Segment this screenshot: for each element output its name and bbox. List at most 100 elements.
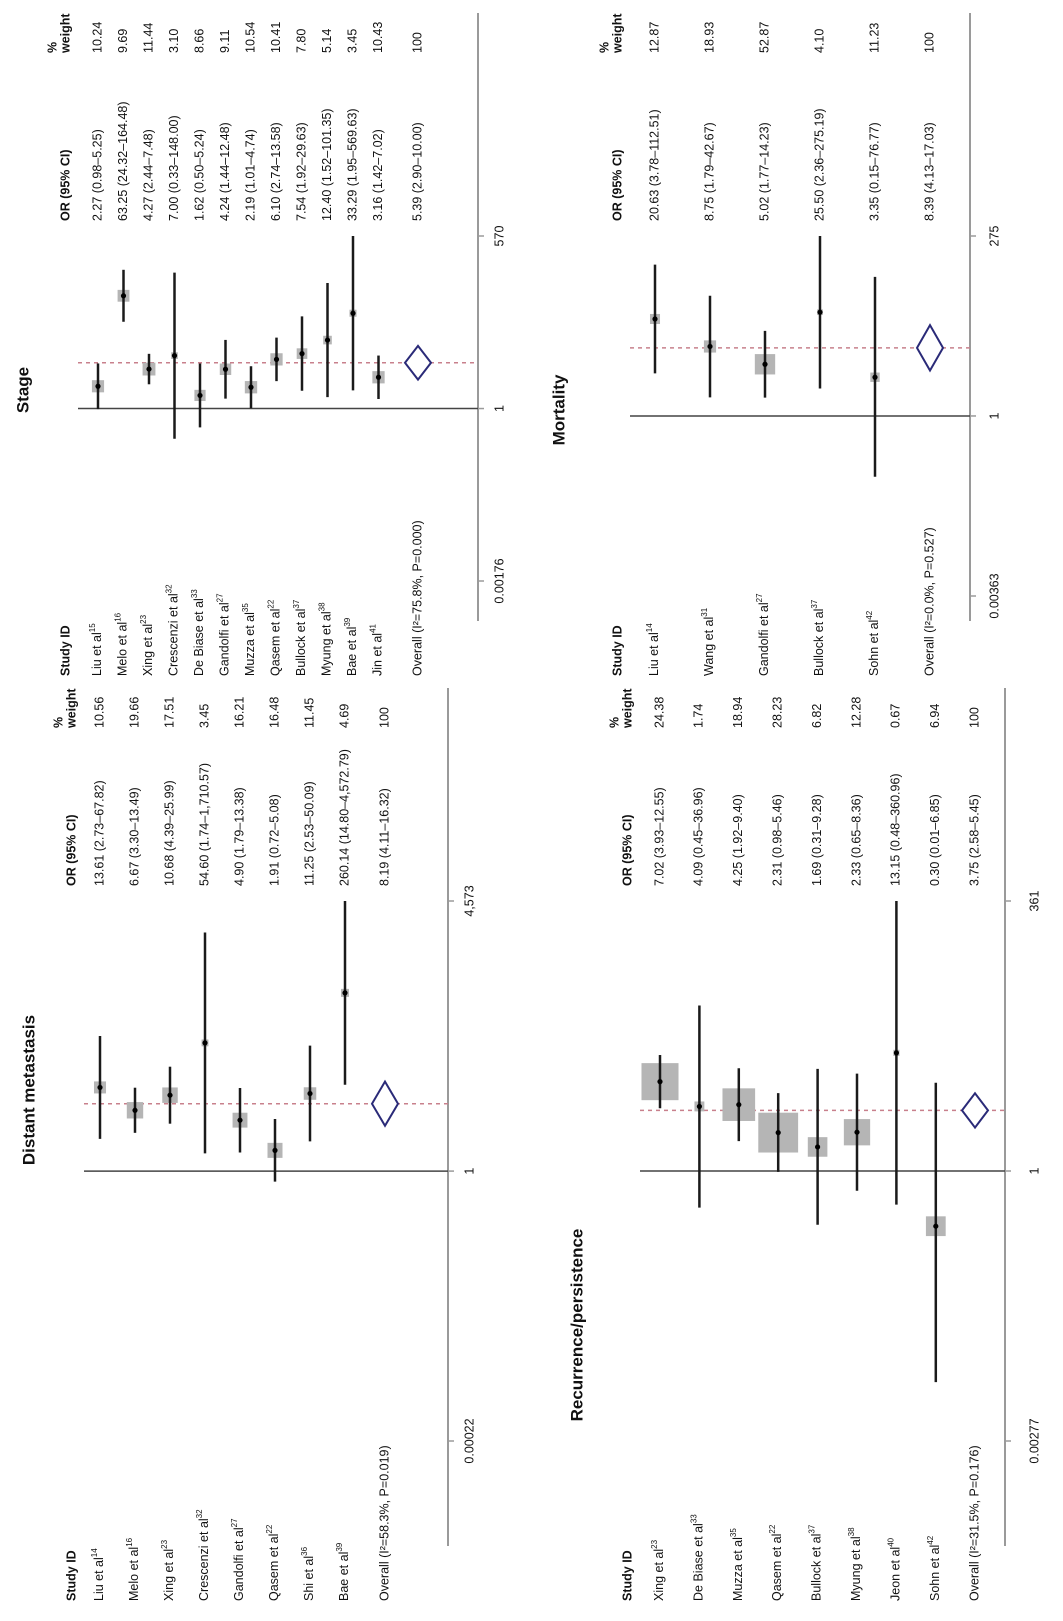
study-name: Jeon et al	[889, 1547, 903, 1601]
overall-weight: 100	[922, 32, 936, 53]
point-estimate	[132, 1107, 138, 1113]
ci-label: 0.30 (0.01–6.85)	[928, 794, 942, 886]
study-label: Wang et al31	[700, 607, 716, 676]
point-estimate	[95, 383, 101, 389]
overall-label: Overall (I²=0.0%, P=0.527)	[922, 527, 936, 676]
ci-label: 63.25 (24.32–164.48)	[116, 101, 130, 221]
study-ref: 39	[335, 1542, 344, 1551]
ci-label: 13.61 (2.73–67.82)	[92, 780, 106, 886]
weight-label: 3.10	[167, 29, 181, 53]
x-tick-label: 1	[1027, 1167, 1041, 1174]
ci-label: 5.02 (1.77–14.23)	[757, 122, 771, 221]
study-name: Myung et al	[320, 611, 334, 676]
ci-label: 4.90 (1.79–13.38)	[232, 787, 246, 886]
study-name: Bae et al	[345, 627, 359, 676]
study-ref: 23	[650, 1539, 659, 1548]
study-ref: 22	[265, 1524, 274, 1533]
study-label: Melo et al16	[114, 612, 130, 676]
study-name: Xing et al	[162, 1549, 176, 1601]
ci-label: 6.10 (2.74–13.58)	[269, 122, 283, 221]
study-name: Gandolfi et al	[232, 1527, 246, 1601]
study-ref: 39	[343, 617, 352, 626]
study-label: Gandolfi et al27	[216, 593, 232, 676]
overall-diamond	[960, 1091, 990, 1130]
ci-label: 7.54 (1.92–29.63)	[294, 122, 308, 221]
weight-label: 3.45	[197, 704, 211, 728]
overall-ci-label: 3.75 (2.58–5.45)	[967, 794, 981, 886]
study-label: Crescenzi et al32	[195, 1509, 211, 1601]
x-tick-label: 4,573	[462, 885, 476, 916]
study-label: Bullock et al37	[292, 599, 308, 676]
weight-label: 0.67	[889, 704, 903, 728]
study-name: Shi et al	[302, 1556, 316, 1601]
study-label: Qasem et al22	[267, 599, 283, 676]
ci-label: 2.33 (0.65–8.36)	[849, 794, 863, 886]
ci-label: 8.75 (1.79–42.67)	[702, 122, 716, 221]
x-tick-label: 0.00176	[492, 558, 506, 603]
study-label: Gandolfi et al27	[755, 593, 771, 676]
header-weight: weight	[620, 688, 634, 729]
panel-title: Stage	[13, 367, 32, 413]
study-label: Bullock et al37	[810, 599, 826, 676]
point-estimate	[120, 293, 127, 299]
study-ref: 36	[300, 1546, 309, 1555]
point-estimate	[167, 1092, 173, 1098]
point-estimate	[762, 361, 768, 367]
weight-label: 28.23	[770, 697, 784, 728]
study-label: Xing et al23	[650, 1539, 666, 1601]
study-name: Bullock et al	[294, 609, 308, 676]
point-estimate	[657, 1079, 663, 1085]
study-ref: 31	[700, 607, 709, 616]
point-estimate	[299, 351, 305, 357]
study-name: Myung et al	[849, 1536, 863, 1601]
ci-label: 1.69 (0.31–9.28)	[810, 794, 824, 886]
ci-label: 11.25 (2.53–50.09)	[302, 781, 316, 886]
study-ref: 38	[318, 602, 327, 611]
study-ref: 32	[195, 1509, 204, 1518]
weight-label: 10.56	[92, 697, 106, 728]
point-estimate	[872, 374, 878, 380]
study-ref: 23	[160, 1539, 169, 1548]
weight-label: 52.87	[757, 22, 771, 53]
study-name: Sohn et al	[867, 620, 881, 676]
study-label: Muzza et al35	[729, 1528, 745, 1601]
weight-label: 12.87	[647, 22, 661, 53]
weight-label: 6.82	[810, 704, 824, 728]
overall-diamond	[915, 323, 945, 373]
study-ref: 42	[926, 1535, 935, 1544]
ci-label: 1.91 (0.72–5.08)	[267, 794, 281, 886]
weight-label: 17.51	[162, 697, 176, 728]
overall-ci-label: 5.39 (2.90–10.00)	[410, 122, 424, 221]
overall-weight: 100	[410, 32, 424, 53]
study-name: De Biase et al	[692, 1523, 706, 1601]
x-tick-label: 275	[987, 226, 1001, 247]
study-ref: 15	[88, 623, 97, 632]
header-ci: OR (95% CI)	[610, 149, 624, 221]
study-ref: 14	[645, 623, 654, 632]
point-estimate	[197, 392, 203, 399]
ci-label: 7.00 (0.33–148.00)	[167, 115, 181, 221]
study-ref: 33	[190, 589, 199, 598]
study-ref: 16	[114, 612, 123, 621]
study-name: Muzza et al	[243, 612, 257, 676]
study-ref: 38	[847, 1527, 856, 1536]
overall-diamond	[403, 344, 433, 382]
study-name: Bae et al	[337, 1552, 351, 1601]
study-name: Bullock et al	[812, 609, 826, 676]
overall-ci-label: 8.39 (4.13–17.03)	[922, 122, 936, 221]
weight-label: 7.80	[294, 29, 308, 53]
x-tick-label: 1	[492, 405, 506, 412]
weight-label: 16.48	[267, 697, 281, 728]
header-weight: weight	[58, 13, 72, 54]
ci-label: 2.27 (0.98–5.25)	[90, 129, 104, 221]
study-ref: 37	[808, 1524, 817, 1533]
weight-label: 9.69	[116, 29, 130, 53]
weight-label: 4.69	[337, 704, 351, 728]
ci-label: 2.19 (1.01–4.74)	[243, 129, 257, 221]
header-weight: %	[51, 717, 65, 728]
study-label: Liu et al15	[88, 623, 104, 676]
study-label: Melo et al16	[125, 1537, 141, 1601]
ci-label: 4.25 (1.92–9.40)	[731, 794, 745, 886]
ci-label: 10.68 (4.39–25.99)	[162, 780, 176, 886]
